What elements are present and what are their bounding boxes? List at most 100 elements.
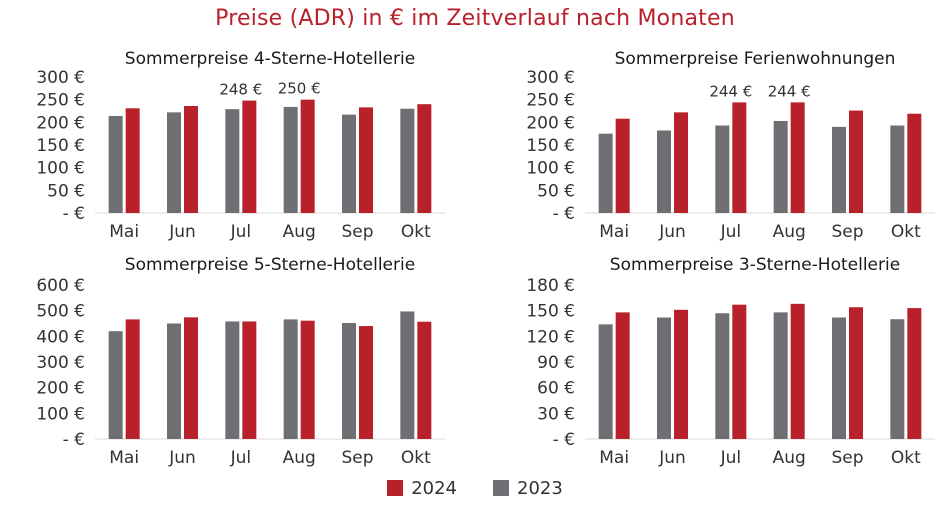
chart-4-sterne-hotellerie: Sommerpreise 4-Sterne-Hotellerie - €50 €1… — [0, 40, 475, 250]
y-tick-label: - € — [63, 204, 85, 224]
bar-2023-okt — [400, 108, 415, 213]
bar-2023-jun — [167, 323, 181, 439]
x-tick-label: Okt — [891, 222, 921, 242]
chart-ferienwohnungen: Sommerpreise Ferienwohnungen - € 50 €100 €… — [475, 40, 950, 250]
bar-2023-okt — [890, 125, 905, 213]
y-tick-label: 60 € — [537, 379, 575, 399]
bar-2024-jul — [732, 304, 747, 439]
legend-swatch-2023 — [493, 480, 509, 496]
legend: 2024 2023 — [0, 476, 950, 500]
chart-svg-0: Sommerpreise 4-Sterne-Hotellerie- €50 €1… — [36, 49, 445, 242]
bar-2023-sep — [832, 126, 846, 213]
x-tick-label: Jun — [658, 222, 686, 242]
legend-item-2024: 2024 — [387, 476, 457, 500]
bar-2023-sep — [342, 114, 356, 213]
bar-2024-jun — [674, 309, 688, 439]
bar-2024-sep — [849, 307, 863, 439]
bar-2024-okt — [417, 321, 432, 439]
bar-2023-jul — [225, 109, 240, 213]
chart-svg-1: Sommerpreise Ferienwohnungen - € 50 €100 €… — [526, 49, 935, 242]
bar-2024-jul — [242, 100, 257, 213]
legend-label-2024: 2024 — [411, 477, 457, 499]
chart-title: Sommerpreise Ferienwohnungen — [615, 49, 896, 69]
page-title: Preise (ADR) in € im Zeitverlauf nach Mo… — [215, 6, 735, 31]
bar-2023-jun — [657, 317, 671, 439]
bar-2024-aug — [300, 320, 315, 439]
bar-2024-sep — [849, 110, 863, 213]
legend-label-2023: 2023 — [517, 477, 563, 499]
y-tick-label: 250 € — [526, 91, 575, 111]
x-tick-label: Sep — [341, 222, 373, 242]
bar-2024-jul — [242, 321, 257, 439]
y-tick-label: - € — [553, 204, 575, 224]
y-tick-label: 200 € — [36, 379, 85, 399]
bar-2023-mai — [108, 115, 123, 213]
chart-title: Sommerpreise 5-Sterne-Hotellerie — [125, 255, 415, 275]
y-tick-label: 150 € — [36, 136, 85, 156]
y-tick-label: 50 € — [47, 181, 85, 201]
bar-2024-mai — [615, 118, 630, 213]
x-tick-label: Sep — [831, 448, 863, 468]
y-tick-label: 200 € — [526, 113, 575, 133]
y-tick-label: - € — [553, 430, 575, 450]
y-tick-label: 250 € — [36, 91, 85, 111]
y-tick-label: 400 € — [36, 327, 85, 347]
x-tick-label: Sep — [831, 222, 863, 242]
bar-2023-sep — [342, 322, 356, 439]
x-tick-label: Okt — [401, 222, 431, 242]
x-tick-label: Aug — [283, 448, 316, 468]
x-tick-label: Mai — [599, 222, 629, 242]
x-tick-label: Aug — [283, 222, 316, 242]
x-tick-label: Jun — [168, 448, 196, 468]
legend-item-2023: 2023 — [493, 476, 563, 500]
y-tick-label: 100 € — [36, 404, 85, 424]
y-tick-label: 500 € — [36, 302, 85, 322]
data-label: 250 € — [278, 80, 321, 98]
y-tick-label: 100 € — [36, 159, 85, 179]
y-tick-label: 600 € — [36, 276, 85, 296]
x-tick-label: Mai — [109, 448, 139, 468]
bar-2023-jun — [167, 112, 181, 213]
x-tick-label: Okt — [401, 448, 431, 468]
bar-2023-okt — [890, 319, 905, 439]
bar-2024-jul — [732, 102, 747, 213]
bar-2023-jul — [715, 125, 730, 213]
bar-2023-mai — [598, 133, 613, 213]
x-tick-label: Aug — [773, 448, 806, 468]
y-tick-label: 100 € — [526, 159, 575, 179]
bar-2024-aug — [300, 99, 315, 213]
bar-2023-aug — [773, 120, 788, 213]
bar-2023-sep — [832, 317, 846, 439]
bar-2023-aug — [283, 319, 298, 439]
x-tick-label: Jul — [720, 448, 742, 468]
y-tick-label: 200 € — [36, 113, 85, 133]
x-tick-label: Mai — [599, 448, 629, 468]
x-tick-label: Jul — [230, 448, 252, 468]
legend-swatch-2024 — [387, 480, 404, 496]
y-tick-label: 150 € — [526, 302, 575, 322]
chart-3-sterne-hotellerie: Sommerpreise 3-Sterne-Hotellerie - € 30 € 6… — [475, 250, 950, 470]
chart-svg-3: Sommerpreise 3-Sterne-Hotellerie - € 30 € 6… — [526, 255, 935, 468]
bar-2023-okt — [400, 311, 415, 439]
data-label: 244 € — [709, 82, 752, 100]
x-tick-label: Jul — [230, 222, 252, 242]
y-tick-label: 90 € — [537, 353, 575, 373]
bar-2023-jun — [657, 130, 671, 213]
bar-2024-aug — [790, 102, 805, 213]
bar-2024-mai — [615, 312, 630, 439]
bar-2023-jul — [225, 321, 240, 439]
y-tick-label: 300 € — [36, 68, 85, 88]
bar-2024-sep — [359, 326, 373, 439]
bar-2023-aug — [283, 106, 298, 213]
y-tick-label: 180 € — [526, 276, 575, 296]
bar-2024-okt — [417, 104, 432, 213]
bar-2024-okt — [907, 308, 922, 439]
data-label: 248 € — [219, 81, 262, 99]
x-tick-label: Jul — [720, 222, 742, 242]
x-tick-label: Mai — [109, 222, 139, 242]
x-tick-label: Okt — [891, 448, 921, 468]
bar-2023-jul — [715, 313, 730, 439]
bar-2024-okt — [907, 113, 922, 213]
bar-2023-mai — [108, 331, 123, 439]
x-tick-label: Jun — [658, 448, 686, 468]
